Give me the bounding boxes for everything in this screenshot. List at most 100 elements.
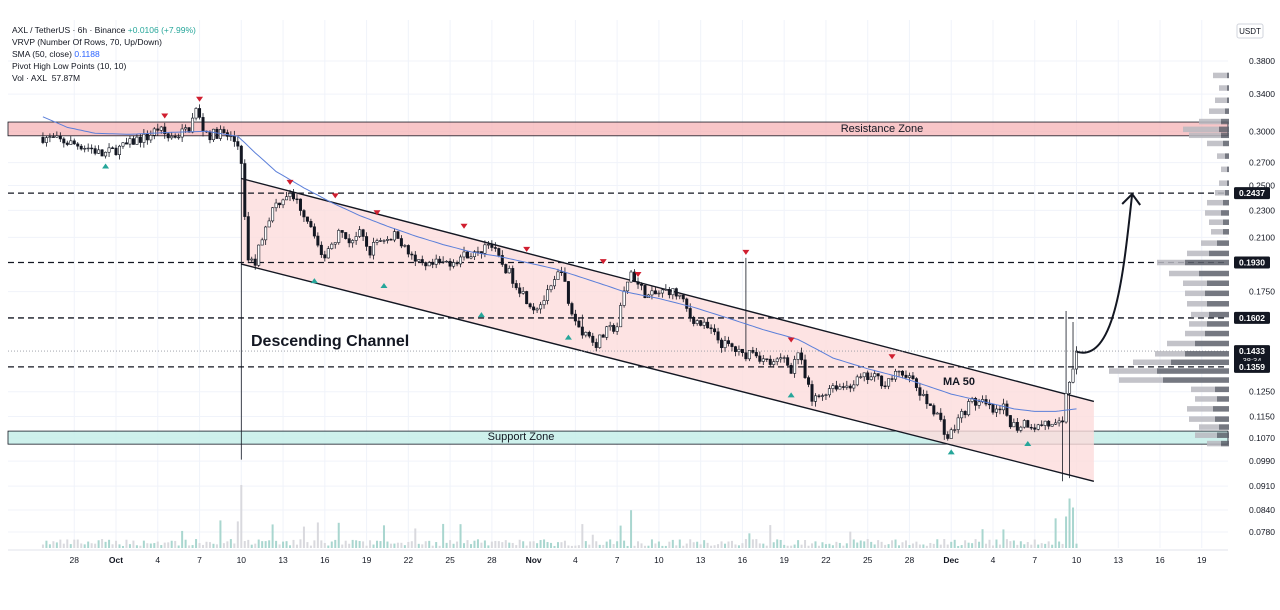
time-axis[interactable]: 28 Oct 4 7 10 13 16 19 22 25 28 Nov 4 7 10 13 16 19 22 25 28… [8,549,1228,565]
candle-bull [907,375,911,378]
volume-bar [515,545,518,548]
vrvp-row-down [1221,132,1229,139]
volume-bar [1058,541,1061,548]
vrvp-row-up [1189,321,1207,327]
vrvp-row-down [1223,199,1229,206]
candle-bull [104,151,108,157]
indicator-sma[interactable]: SMA (50, close) 0.1188 [12,48,196,60]
candle-bull [831,385,835,389]
volume-bar [66,539,69,548]
candle-bear [41,137,45,143]
volume-bar [605,541,608,548]
volume-bar [435,542,438,548]
indicator-volume[interactable]: Vol · AXL 57.87M [12,72,196,84]
volume-bar [142,540,145,548]
candles-layer [41,104,1079,482]
candle-bear [500,255,504,265]
volume-bar [898,545,901,548]
time-tick-label: 19 [362,555,372,565]
indicator-pivots[interactable]: Pivot High Low Points (10, 10) [12,60,196,72]
pivot-low-marker [380,282,388,288]
volume-bar [205,541,208,548]
vrvp-row-down [1225,190,1229,196]
candle-bull [723,340,727,349]
candle-bull [385,239,389,241]
candle-bear [566,281,570,304]
candle-bear [410,253,414,256]
volume-bar [285,541,288,548]
vrvp-row-down [1225,153,1229,159]
volume-bar [97,540,100,548]
candle-bull [608,325,612,328]
candle-bear [706,321,710,329]
candle-bear [1040,424,1044,426]
price-tick-label: 0.0840 [1249,505,1275,515]
vrvp-row-down [1225,108,1229,114]
candle-bull [55,135,59,138]
volume-bar [302,526,305,548]
candle-bull [159,126,163,131]
pivot-high-marker [331,193,339,199]
price-axis[interactable]: USDT 0.3800 0.3400 0.3000 0.2700 0.2500 0.230… [1229,0,1280,610]
volume-bar [536,543,539,548]
volume-bar [87,541,90,548]
volume-bar [254,543,257,548]
volume-bar [988,539,991,548]
candle-bear [768,358,772,365]
candle-bull [695,320,699,324]
indicator-vrvp[interactable]: VRVP (Number Of Rows, 70, Up/Down) [12,36,196,48]
candle-bull [605,326,609,338]
candle-bear [577,320,581,328]
volume-bar [838,542,841,548]
volume-bar [330,541,333,548]
volume-bar [104,541,107,548]
volume-bar [504,540,507,548]
volume-bar [497,541,500,548]
candle-bull [678,294,682,297]
candle-bear [124,142,128,145]
volume-bar [382,525,385,548]
pivot-high-marker [523,246,531,252]
candle-bear [58,135,62,140]
candle-bear [511,268,515,284]
time-tick-label: 7 [1032,555,1037,565]
candle-bear [942,419,946,435]
volume-bar [877,540,880,548]
volume-bar [998,544,1001,548]
candle-bear [65,142,69,145]
candle-bear [298,198,302,211]
volume-bar [261,541,264,548]
candle-bear [1033,427,1037,430]
volume-bar [292,539,295,548]
volume-bar [856,542,859,548]
volume-bar [369,540,372,548]
vrvp-row-up [1195,396,1217,402]
candle-bear [493,247,497,249]
candle-bear [1029,427,1033,429]
candle-bear [688,308,692,318]
volume-bar [69,544,72,548]
candle-bull [121,142,125,147]
candle-bull [403,245,407,247]
candle-bear [173,135,177,138]
ma-50-label: MA 50 [943,376,975,388]
time-tick-label: 25 [863,555,873,565]
volume-bar [299,539,302,548]
volume-bar [365,545,368,548]
volume-bar [469,544,472,548]
volume-bar [560,542,563,548]
volume-bar [717,544,720,548]
pivot-high-marker [460,223,468,229]
candle-bull [434,258,438,265]
volume-bar [1012,540,1015,548]
symbol-line[interactable]: AXL / TetherUS · 6h · Binance +0.0106 (+… [12,24,196,36]
currency-badge[interactable] [1236,23,1264,39]
time-tick-label: 28 [905,555,915,565]
vrvp-row-up [1185,290,1205,297]
volume-bar [689,539,692,548]
candle-bear [1026,420,1030,428]
candle-bull [772,361,776,365]
volume-bar [793,544,796,548]
